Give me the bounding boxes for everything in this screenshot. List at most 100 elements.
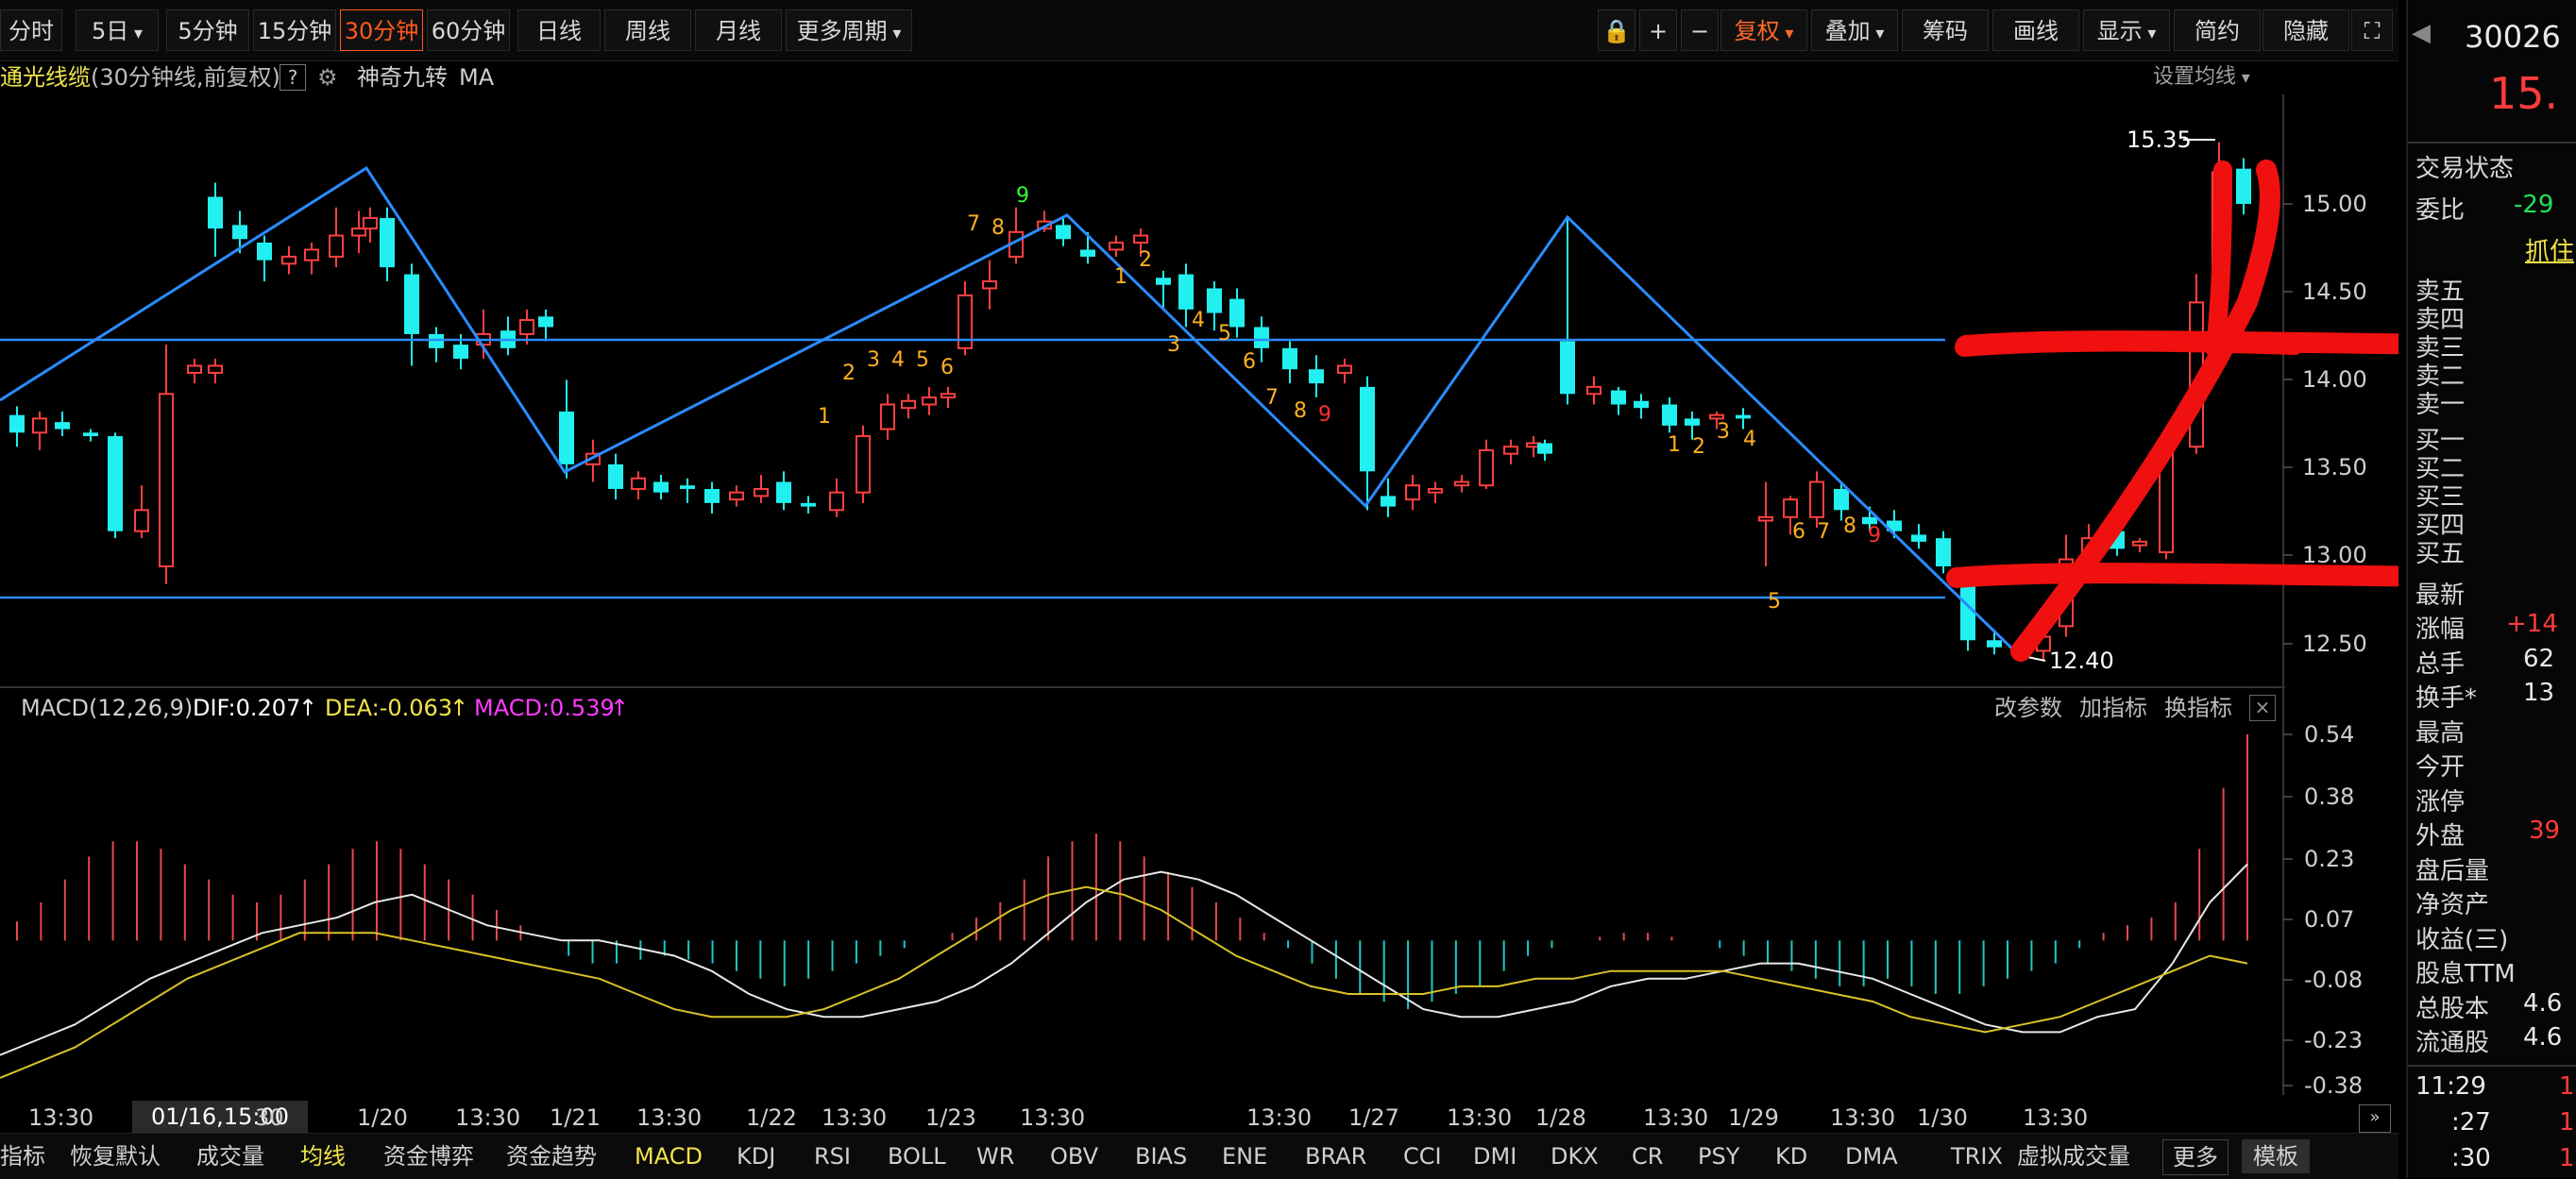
- dea-line: [0, 885, 2248, 1079]
- chart-desc: (30分钟线,前复权): [91, 64, 280, 91]
- collapse-arrow-icon[interactable]: ◀: [2412, 19, 2431, 47]
- period-tab-more[interactable]: 更多周期: [786, 9, 912, 51]
- indicator-tab-5[interactable]: 资金趋势: [506, 1143, 597, 1170]
- indicator-tab-14[interactable]: BRAR: [1305, 1143, 1367, 1170]
- stat-value: +14: [2506, 610, 2558, 638]
- indicator-tab-1[interactable]: 恢复默认: [70, 1143, 161, 1170]
- indicator-tab-18[interactable]: CR: [1632, 1143, 1664, 1170]
- simple-button[interactable]: 简约: [2174, 9, 2261, 51]
- commission-ratio-label: 委比: [2415, 196, 2466, 225]
- candle: [1809, 471, 1824, 528]
- ask-level-label: 卖一: [2415, 391, 2466, 419]
- indicator-tab-8[interactable]: RSI: [814, 1143, 851, 1170]
- candle: [631, 471, 646, 500]
- draw-line-button[interactable]: 画线: [1992, 9, 2079, 51]
- fullscreen-icon[interactable]: ⛶: [2351, 9, 2393, 51]
- add-indicator-link[interactable]: 加指标: [2079, 695, 2147, 721]
- set-ma-button[interactable]: 设置均线: [2153, 60, 2250, 95]
- period-tab-weekly[interactable]: 周线: [604, 9, 691, 51]
- candle: [680, 478, 695, 503]
- nine-digit: 1: [818, 405, 831, 429]
- grab-link[interactable]: 抓住: [2525, 238, 2575, 266]
- zoom-out-icon[interactable]: −: [1681, 9, 1719, 51]
- candle: [257, 235, 272, 282]
- time-axis: 01/16,15:00 13:30 30 1/20 13:30 1/21 13:30 1/2…: [0, 1101, 2285, 1133]
- indicator-tab-4[interactable]: 资金博弈: [383, 1143, 474, 1170]
- zoom-in-icon[interactable]: +: [1639, 9, 1677, 51]
- price-tick-label: 12.50: [2302, 631, 2367, 657]
- period-tab-timeshare[interactable]: 分时: [0, 9, 62, 51]
- indicator-tab-2[interactable]: 成交量: [196, 1143, 264, 1170]
- indicator-tab-7[interactable]: KDJ: [737, 1143, 776, 1170]
- indicator-tab-0[interactable]: 指标: [0, 1143, 45, 1170]
- candle: [1987, 630, 2002, 655]
- indicator-tab-11[interactable]: OBV: [1050, 1143, 1099, 1170]
- overlay-button[interactable]: 叠加: [1811, 9, 1898, 51]
- indicator-tab-19[interactable]: PSY: [1698, 1143, 1740, 1170]
- candle: [55, 411, 70, 437]
- nine-digit: 7: [1817, 520, 1830, 544]
- candle: [1736, 408, 1751, 429]
- time-tick-label: 13:30: [1830, 1104, 1896, 1131]
- indicator-tab-24[interactable]: 更多: [2162, 1139, 2229, 1175]
- indicator-tab-3[interactable]: 均线: [300, 1143, 346, 1170]
- indicator-tab-16[interactable]: DMI: [1473, 1143, 1517, 1170]
- period-tab-daily[interactable]: 日线: [517, 9, 601, 51]
- candle: [363, 207, 378, 244]
- indicator-tab-12[interactable]: BIAS: [1135, 1143, 1188, 1170]
- indicator-tab-25[interactable]: 模板: [2242, 1139, 2310, 1173]
- lock-icon[interactable]: 🔒: [1598, 9, 1635, 51]
- period-tab-30min[interactable]: 30分钟: [340, 9, 423, 51]
- expand-icon[interactable]: »: [2359, 1104, 2391, 1133]
- close-icon[interactable]: ×: [2249, 695, 2276, 721]
- stat-label: 今开: [2415, 753, 2466, 782]
- stat-label: 总股本: [2415, 994, 2490, 1023]
- gear-icon[interactable]: ⚙: [317, 64, 338, 91]
- trade-status-label: 交易状态: [2415, 155, 2515, 183]
- period-tab-monthly[interactable]: 月线: [695, 9, 782, 51]
- high-price-label: 15.35: [2127, 126, 2192, 153]
- change-params-link[interactable]: 改参数: [1994, 695, 2062, 721]
- indicator-tab-6[interactable]: MACD: [635, 1143, 703, 1170]
- indicator-tab-17[interactable]: DKX: [1551, 1143, 1599, 1170]
- nine-digit: 4: [1743, 428, 1756, 451]
- period-tab-15min[interactable]: 15分钟: [253, 9, 336, 51]
- ma-toggle[interactable]: MA: [459, 64, 495, 91]
- switch-indicator-link[interactable]: 换指标: [2164, 695, 2232, 721]
- indicator-tab-13[interactable]: ENE: [1222, 1143, 1268, 1170]
- indicator-tab-21[interactable]: DMA: [1845, 1143, 1898, 1170]
- period-tab-60min[interactable]: 60分钟: [427, 9, 510, 51]
- stat-value: 4.6: [2523, 1023, 2563, 1052]
- arrow-up-icon: ↑: [449, 695, 469, 721]
- chips-button[interactable]: 筹码: [1902, 9, 1989, 51]
- time-tick-label: 1/20: [357, 1104, 408, 1131]
- stat-label: 涨停: [2415, 787, 2466, 817]
- indicator-tab-22[interactable]: TRIX: [1951, 1143, 2003, 1170]
- candle: [1560, 217, 1575, 405]
- indicator-tab-10[interactable]: WR: [976, 1143, 1015, 1170]
- magic-nine-toggle[interactable]: 神奇九转: [357, 64, 448, 91]
- indicator-tab-23[interactable]: 虚拟成交量: [2017, 1143, 2130, 1170]
- time-tick-label: 13:30: [2023, 1104, 2089, 1131]
- indicator-tab-15[interactable]: CCI: [1403, 1143, 1442, 1170]
- period-tab-5min[interactable]: 5分钟: [166, 9, 249, 51]
- restore-rights-button[interactable]: 复权: [1720, 9, 1807, 51]
- last-price: 15.: [2489, 68, 2559, 119]
- period-tab-5day[interactable]: 5日: [76, 9, 159, 51]
- nine-digit: 9: [1318, 403, 1331, 427]
- candle: [941, 386, 956, 409]
- candle: [1634, 394, 1649, 419]
- help-icon[interactable]: ?: [280, 64, 306, 91]
- display-button[interactable]: 显示: [2083, 9, 2170, 51]
- macd-tick-label: -0.38: [2304, 1072, 2363, 1099]
- tick-value: 1: [2559, 1108, 2575, 1137]
- hide-button[interactable]: 隐藏: [2262, 9, 2349, 51]
- candle: [1178, 263, 1194, 328]
- indicator-tab-20[interactable]: KD: [1775, 1143, 1808, 1170]
- nine-digit: 2: [1692, 435, 1705, 459]
- tick-time: 11:29: [2415, 1072, 2486, 1101]
- time-tick-label: 13:30: [1447, 1104, 1513, 1131]
- ask-level-label: 卖五: [2415, 278, 2466, 306]
- indicator-tab-9[interactable]: BOLL: [888, 1143, 946, 1170]
